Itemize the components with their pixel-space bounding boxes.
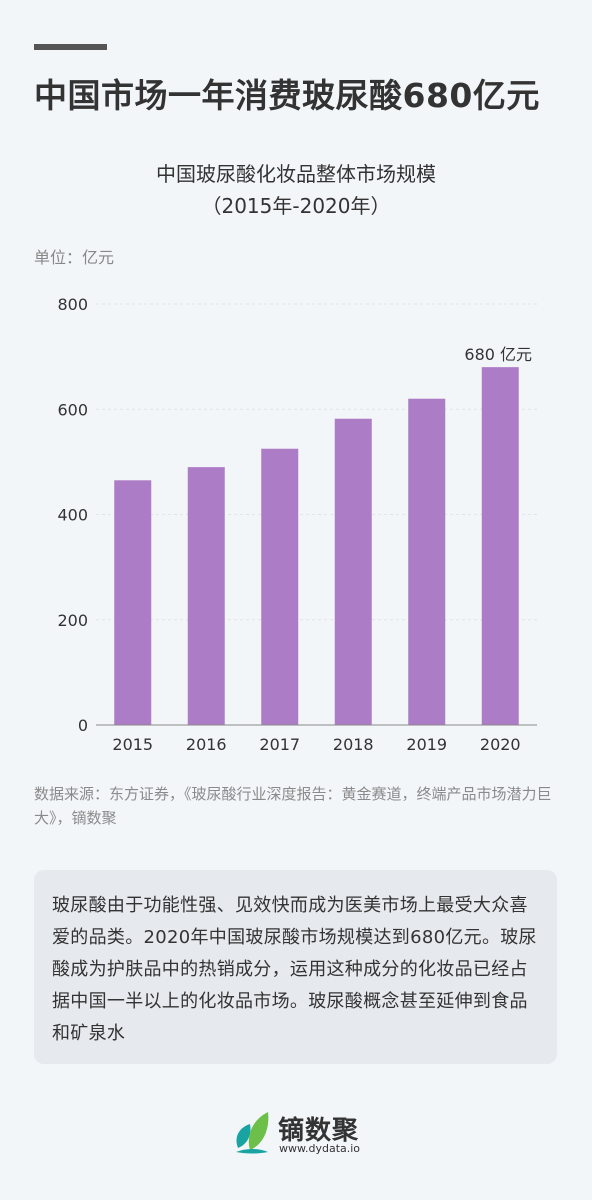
summary-box: 玻尿酸由于功能性强、见效快而成为医美市场上最受大众喜爱的品类。2020年中国玻尿… — [34, 870, 557, 1064]
leaf-logo-icon — [236, 1112, 269, 1154]
x-tick-label: 2020 — [480, 735, 521, 754]
bar — [261, 448, 299, 725]
chart-title: 中国玻尿酸化妆品整体市场规模 — [156, 162, 436, 186]
x-tick-label: 2015 — [112, 735, 153, 754]
bar — [408, 398, 446, 725]
bar — [481, 367, 519, 725]
bar — [187, 467, 225, 725]
summary-text: 玻尿酸由于功能性强、见效快而成为医美市场上最受大众喜爱的品类。2020年中国玻尿… — [52, 895, 537, 1044]
x-tick-label: 2019 — [406, 735, 447, 754]
y-tick-label: 600 — [57, 400, 88, 419]
chart-subtitle: （2015年-2020年） — [201, 194, 391, 218]
x-tick-label: 2018 — [333, 735, 374, 754]
bar — [334, 418, 372, 725]
chart-unit-label: 单位：亿元 — [34, 248, 115, 267]
brand-url: www.dydata.io — [279, 1142, 361, 1155]
x-tick-label: 2016 — [186, 735, 227, 754]
bar-chart: 0 200 400 600 800 2015 2016 2017 2018 2019 2020 680… — [57, 295, 537, 754]
bar — [114, 480, 152, 725]
y-tick-label: 0 — [78, 716, 88, 735]
y-tick-label: 800 — [57, 295, 88, 314]
brand-logo: 镝数聚 www.dydata.io — [232, 1108, 372, 1158]
data-label: 680 亿元 — [464, 345, 532, 364]
data-source-note: 数据来源：东方证券，《玻尿酸行业深度报告：黄金赛道，终端产品市场潜力巨大》，镝数… — [34, 785, 552, 827]
brand-name: 镝数聚 — [278, 1116, 360, 1146]
x-tick-label: 2017 — [259, 735, 300, 754]
page-title: 中国市场一年消费玻尿酸680亿元 — [34, 76, 540, 115]
y-tick-label: 200 — [57, 611, 88, 630]
y-tick-label: 400 — [57, 506, 88, 525]
header-accent-bar — [34, 44, 107, 50]
